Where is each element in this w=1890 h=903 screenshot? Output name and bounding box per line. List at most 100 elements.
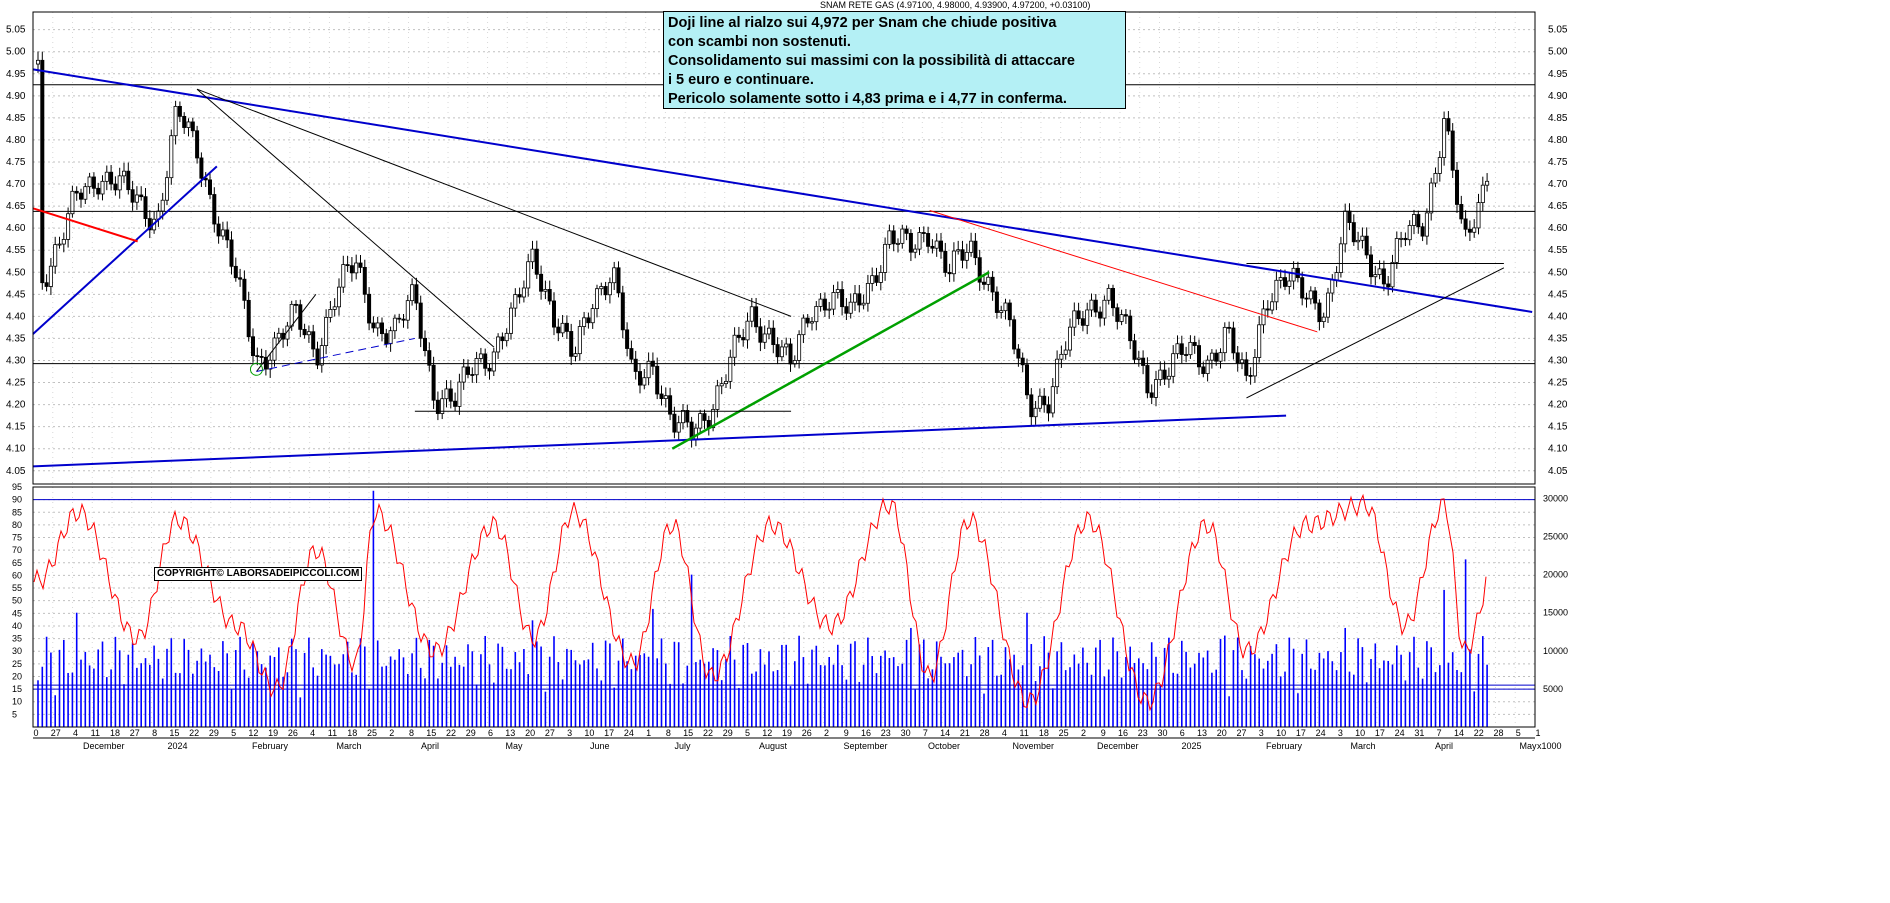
candle-body — [736, 334, 741, 338]
candle-body — [87, 176, 92, 188]
oscillator-tick: 50 — [12, 596, 22, 606]
day-tick: 21 — [960, 728, 970, 738]
candle-body — [79, 192, 84, 200]
month-label: July — [675, 741, 692, 751]
candle-body — [913, 248, 918, 253]
candle-body — [182, 115, 187, 128]
month-label: March — [1351, 741, 1376, 751]
candle-body — [1080, 318, 1085, 326]
analysis-note: Doji line al rialzo sui 4,972 per Snam c… — [663, 11, 1126, 109]
candle-body — [861, 302, 866, 306]
candle-body — [943, 250, 948, 273]
candle-body — [1433, 173, 1438, 184]
candle-body — [874, 275, 879, 283]
candle-body — [569, 331, 574, 357]
candle-body — [1369, 254, 1374, 278]
candle-body — [371, 322, 376, 329]
volume-bars — [33, 490, 1535, 727]
candle-body — [685, 410, 690, 423]
candle-body — [1446, 118, 1451, 132]
candle-body — [1020, 357, 1025, 366]
candle-body — [289, 303, 294, 327]
candle-body — [233, 265, 238, 279]
candle-body — [1429, 182, 1434, 214]
candle-body — [1338, 243, 1343, 273]
price-tick-left: 4.80 — [6, 135, 26, 146]
candle-body — [887, 230, 892, 245]
volume-tick: 20000 — [1543, 570, 1568, 580]
candle-body — [1037, 395, 1042, 409]
trendline-blue-dashed — [256, 337, 415, 373]
volume-tick: 25000 — [1543, 532, 1568, 542]
candle-body — [186, 121, 191, 128]
candle-body — [1480, 184, 1485, 203]
candle-body — [362, 266, 367, 295]
day-tick: 3 — [1338, 728, 1343, 738]
candle-body — [982, 281, 987, 285]
day-tick: 10 — [1355, 728, 1365, 738]
candle-body — [478, 353, 483, 359]
candle-body — [1059, 353, 1064, 360]
candle-body — [917, 232, 922, 250]
price-tick-right: 4.75 — [1548, 157, 1568, 168]
candle-body — [1154, 379, 1159, 398]
candle-body — [375, 322, 380, 329]
price-tick-left: 4.05 — [6, 466, 26, 477]
candle-body — [1300, 277, 1305, 299]
candle-body — [1274, 279, 1279, 303]
candle-body — [835, 289, 840, 293]
candle-body — [969, 240, 974, 253]
candle-body — [508, 307, 513, 334]
price-tick-left: 4.30 — [6, 355, 26, 366]
volume-scale-label: x1000 — [1537, 741, 1562, 751]
candle-body — [1240, 359, 1245, 364]
candle-body — [745, 320, 750, 341]
candle-body — [306, 331, 311, 336]
day-tick: 15 — [426, 728, 436, 738]
price-tick-right: 4.65 — [1548, 201, 1568, 212]
price-tick-left: 4.50 — [6, 267, 26, 278]
candle-body — [504, 332, 509, 342]
day-tick: 4 — [73, 728, 78, 738]
candle-body — [427, 350, 432, 366]
candle-body — [573, 353, 578, 357]
candle-body — [1373, 274, 1378, 278]
candle-body — [676, 422, 681, 433]
candle-body — [1231, 327, 1236, 354]
trendline-black — [256, 294, 317, 372]
candle-body — [1085, 309, 1090, 326]
day-tick: 23 — [881, 728, 891, 738]
candle-body — [577, 326, 582, 355]
day-tick: 3 — [1259, 728, 1264, 738]
trendline-red — [32, 207, 138, 243]
price-tick-right: 4.85 — [1548, 113, 1568, 124]
candle-body — [1287, 280, 1292, 287]
price-tick-left: 4.60 — [6, 223, 26, 234]
day-tick: 11 — [328, 728, 337, 738]
volume-tick: 10000 — [1543, 646, 1568, 656]
oscillator-frame — [32, 486, 1536, 728]
candle-body — [1321, 316, 1326, 323]
candle-body — [1192, 341, 1197, 346]
time-grid — [32, 12, 1536, 727]
candle-body — [1437, 157, 1442, 174]
candle-body — [117, 175, 122, 191]
price-tick-right: 4.05 — [1548, 466, 1568, 477]
candle-body — [195, 130, 200, 159]
candle-body — [1136, 357, 1141, 360]
day-tick: 10 — [1276, 728, 1286, 738]
candle-body — [603, 286, 608, 296]
candle-body — [612, 267, 617, 284]
candle-body — [1442, 118, 1447, 158]
candle-body — [1235, 352, 1240, 364]
candle-body — [1377, 268, 1382, 275]
candle-body — [1455, 169, 1460, 205]
candle-body — [465, 366, 470, 375]
candle-body — [779, 346, 784, 358]
candle-body — [547, 289, 552, 302]
day-tick: 23 — [1138, 728, 1148, 738]
day-tick: 27 — [51, 728, 61, 738]
candle-body — [638, 371, 643, 386]
candle-body — [552, 300, 557, 328]
day-tick: 16 — [1118, 728, 1128, 738]
